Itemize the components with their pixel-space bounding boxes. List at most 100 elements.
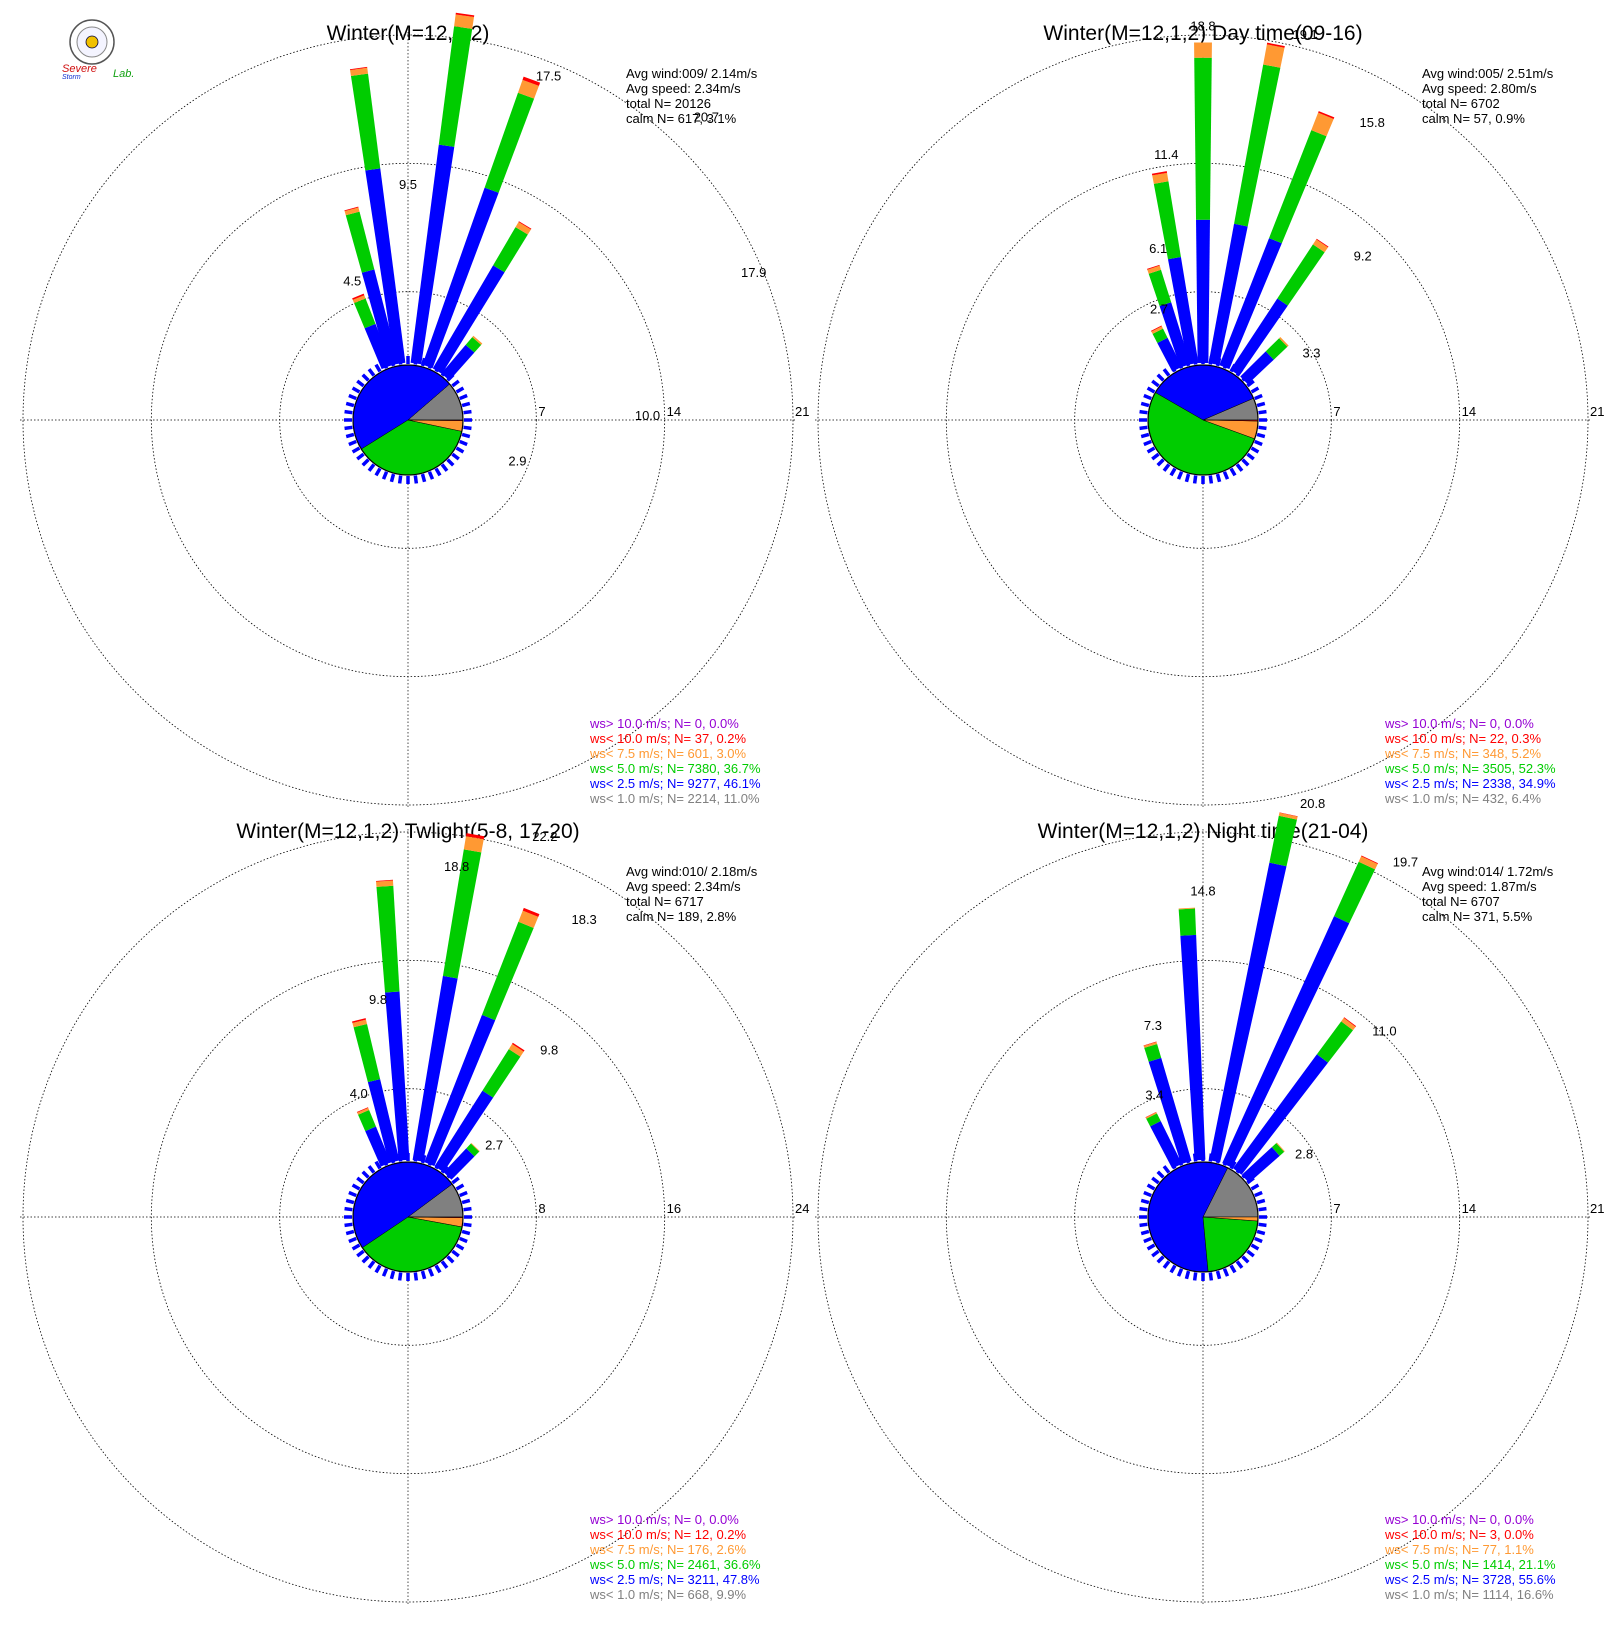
minor-petal xyxy=(389,473,396,483)
minor-petal xyxy=(1146,1183,1156,1191)
petal-peak-label: 2.8 xyxy=(1295,1147,1313,1162)
minor-petal xyxy=(440,463,449,472)
minor-petal xyxy=(1176,1268,1184,1277)
petal-5-lt75 xyxy=(518,910,539,928)
petal-peak-label: 9.2 xyxy=(1354,248,1372,263)
minor-petal xyxy=(367,368,376,377)
petal-1-lt10 xyxy=(352,293,365,300)
calm-pie-outline xyxy=(1147,364,1259,476)
minor-petal xyxy=(1162,368,1171,377)
stat-line-4: calm N= 57, 0.9% xyxy=(1422,111,1525,126)
logo-text-severe: Severe xyxy=(62,63,97,75)
minor-petal xyxy=(1241,458,1250,467)
minor-petal xyxy=(1208,475,1214,484)
minor-petal xyxy=(1156,373,1165,382)
petal-4-lt10 xyxy=(466,833,485,840)
petal-6-lt75 xyxy=(508,1044,524,1057)
stat-line-4: calm N= 371, 5.5% xyxy=(1422,909,1533,924)
minor-petal xyxy=(1143,439,1152,447)
petal-7-lt5 xyxy=(1271,1143,1285,1156)
legend-entry-lt25: ws< 2.5 m/s; N= 2338, 34.9% xyxy=(1384,776,1556,791)
petal-6-lt10 xyxy=(1343,1017,1357,1027)
minor-petal xyxy=(1254,1236,1263,1244)
ring-label-1: 8 xyxy=(538,1201,545,1216)
petal-2-lt10 xyxy=(1147,264,1160,270)
petal-6-lt75 xyxy=(1341,1017,1356,1031)
petal-5-lt5 xyxy=(1334,861,1376,924)
petal-peak-label: 17.9 xyxy=(741,265,766,280)
ring-label-2: 14 xyxy=(667,404,681,419)
minor-petal xyxy=(374,1160,382,1170)
petal-peak-label: 22.2 xyxy=(532,829,557,844)
minor-petal xyxy=(381,471,389,480)
minor-petal xyxy=(434,1264,442,1274)
minor-petal xyxy=(459,1236,468,1244)
minor-petal xyxy=(1151,379,1160,388)
petal-7-lt75 xyxy=(1312,239,1329,253)
minor-petal xyxy=(374,363,382,373)
petal-3-lt5 xyxy=(1178,908,1197,936)
minor-petal xyxy=(1208,1272,1214,1281)
petal-1-lt10 xyxy=(1145,1111,1157,1118)
minor-petal xyxy=(1250,1183,1260,1191)
range-ring-3 xyxy=(817,831,1589,1603)
legend-entry-lt1: ws< 1.0 m/s; N= 668, 9.9% xyxy=(589,1587,747,1602)
range-ring-3 xyxy=(817,34,1589,806)
minor-petal xyxy=(1146,1243,1156,1251)
petal-peak-label: 9.8 xyxy=(369,992,387,1007)
petal-6-lt5 xyxy=(493,227,528,273)
petal-1-lt25 xyxy=(365,1126,391,1167)
minor-petal xyxy=(1162,463,1171,472)
petal-5-lt10 xyxy=(522,76,541,86)
legend-entry-lt25: ws< 2.5 m/s; N= 3211, 47.8% xyxy=(589,1572,760,1587)
minor-petal xyxy=(1192,475,1198,484)
legend-entry-lt5: ws< 5.0 m/s; N= 2461, 36.6% xyxy=(589,1557,761,1572)
minor-petal xyxy=(345,432,355,439)
petal-4-lt75 xyxy=(463,836,484,853)
minor-petal xyxy=(1184,473,1191,483)
minor-petal xyxy=(1254,439,1263,447)
petal-2-lt5 xyxy=(1148,269,1172,307)
petal-6-lt5 xyxy=(1269,130,1327,244)
minor-petal xyxy=(1156,1255,1165,1264)
minor-petal xyxy=(1254,1190,1263,1198)
minor-petal xyxy=(351,1243,361,1251)
minor-petal xyxy=(1143,393,1152,401)
legend-entry-lt25: ws< 2.5 m/s; N= 9277, 46.1% xyxy=(589,776,761,791)
petal-4-lt10 xyxy=(455,12,475,18)
minor-petal xyxy=(367,463,376,472)
minor-petal xyxy=(1140,432,1150,439)
petal-5-lt25 xyxy=(424,1014,496,1167)
minor-petal xyxy=(1151,1249,1160,1258)
minor-petal xyxy=(1139,409,1148,415)
minor-petal xyxy=(1250,386,1260,394)
minor-petal xyxy=(434,467,442,477)
petal-peak-label: 15.8 xyxy=(1360,115,1385,130)
stat-line-1: Avg wind:010/ 2.18m/s xyxy=(626,864,758,879)
petal-1-lt75 xyxy=(352,295,366,304)
petal-peak-label: 7.3 xyxy=(1144,1018,1162,1033)
petal-3-lt25 xyxy=(365,168,406,365)
minor-petal xyxy=(455,386,465,394)
minor-petal xyxy=(459,439,468,447)
minor-petal xyxy=(1143,1236,1152,1244)
minor-petal xyxy=(461,432,471,439)
logo-seal-star xyxy=(85,35,99,49)
legend-entry-lt1: ws< 1.0 m/s; N= 1114, 16.6% xyxy=(1384,1587,1554,1602)
legend-entry-lt75: ws< 7.5 m/s; N= 176, 2.6% xyxy=(589,1542,747,1557)
petal-5-lt75 xyxy=(1263,44,1285,68)
petal-peak-label: 10.0 xyxy=(635,408,660,423)
petal-7-lt10 xyxy=(1316,238,1329,248)
minor-petal xyxy=(1162,1165,1171,1174)
minor-petal xyxy=(1241,1255,1250,1264)
petal-peak-label: 9.8 xyxy=(540,1043,558,1058)
minor-petal xyxy=(345,401,355,408)
petal-1-lt25 xyxy=(1150,1120,1182,1169)
petal-3-lt75 xyxy=(376,880,394,887)
petal-peak-label: 4.5 xyxy=(343,273,361,288)
petal-peak-label: 4.0 xyxy=(350,1086,368,1101)
legend-entry-lt75: ws< 7.5 m/s; N= 601, 3.0% xyxy=(589,746,747,761)
petal-3-lt10 xyxy=(375,879,393,882)
petal-6-lt25 xyxy=(1233,1054,1329,1175)
minor-petal xyxy=(351,1183,361,1191)
